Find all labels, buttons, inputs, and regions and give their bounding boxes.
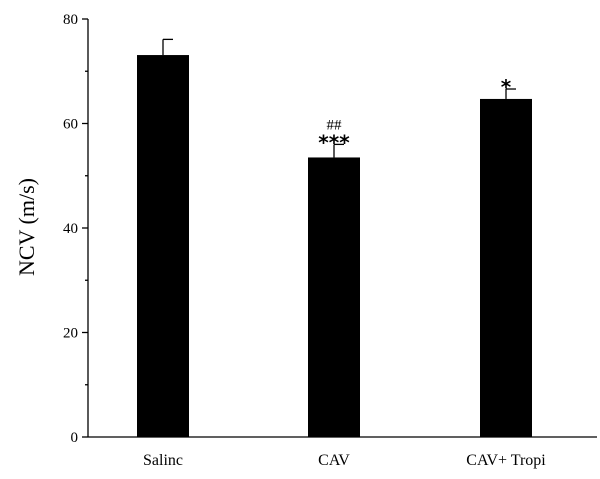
bar-0 bbox=[137, 55, 189, 438]
significance-annotations: ***## * bbox=[318, 75, 511, 154]
error-bars bbox=[162, 38, 516, 158]
error-bar bbox=[162, 38, 173, 56]
bar-2 bbox=[480, 98, 532, 437]
y-tick-label: 80 bbox=[63, 12, 78, 28]
y-tick-label: 0 bbox=[71, 430, 79, 446]
bars bbox=[137, 55, 532, 438]
x-axis-category-labels: Salinc CAV CAV+ Tropi bbox=[143, 452, 546, 469]
significance-stars: *** bbox=[318, 130, 350, 154]
error-bar bbox=[505, 88, 516, 99]
x-category-label: CAV+ Tropi bbox=[466, 452, 546, 469]
y-axis-label: NCV (m/s) bbox=[14, 178, 39, 276]
significance-hashes: ## bbox=[327, 117, 343, 133]
y-axis-ticks: 0 20 40 60 80 bbox=[63, 12, 88, 446]
y-tick-label: 20 bbox=[63, 326, 78, 342]
x-category-label: Salinc bbox=[143, 452, 183, 469]
bar-1 bbox=[308, 157, 360, 437]
significance-stars: * bbox=[501, 75, 512, 99]
x-category-label: CAV bbox=[318, 452, 350, 469]
y-tick-label: 60 bbox=[63, 117, 78, 133]
y-tick-label: 40 bbox=[63, 221, 78, 237]
error-bar bbox=[333, 143, 344, 158]
